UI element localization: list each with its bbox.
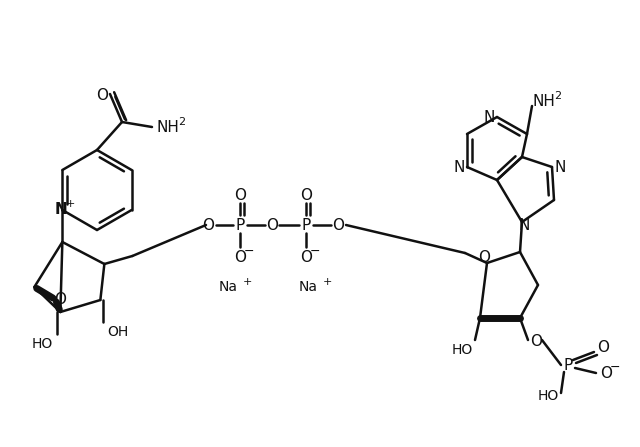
Text: +: +: [323, 277, 332, 287]
Text: N: N: [554, 160, 566, 174]
Text: NH: NH: [157, 119, 179, 135]
Text: O: O: [478, 250, 490, 266]
Text: O: O: [234, 187, 246, 202]
Text: −: −: [610, 360, 620, 374]
Text: O: O: [300, 187, 312, 202]
Text: O: O: [202, 218, 214, 232]
Text: HO: HO: [538, 389, 559, 403]
Text: N: N: [518, 219, 530, 233]
Text: N: N: [453, 160, 465, 174]
Text: P: P: [301, 218, 310, 232]
Text: −: −: [310, 245, 320, 257]
Text: HO: HO: [32, 337, 53, 351]
Text: −: −: [244, 245, 254, 257]
Text: N: N: [55, 202, 68, 218]
Text: O: O: [597, 340, 609, 354]
Text: O: O: [332, 218, 344, 232]
Text: O: O: [54, 292, 67, 307]
Text: O: O: [234, 249, 246, 265]
Text: P: P: [563, 358, 573, 372]
Text: HO: HO: [451, 343, 472, 357]
Text: O: O: [530, 334, 542, 350]
Text: Na: Na: [298, 280, 317, 294]
Text: O: O: [600, 366, 612, 380]
Text: +: +: [243, 277, 252, 287]
Text: NH: NH: [532, 93, 556, 109]
Text: O: O: [266, 218, 278, 232]
Text: Na: Na: [218, 280, 237, 294]
Text: P: P: [236, 218, 244, 232]
Text: +: +: [66, 199, 75, 209]
Text: O: O: [96, 89, 108, 104]
Text: 2: 2: [179, 117, 186, 127]
Text: OH: OH: [108, 325, 129, 339]
Text: O: O: [300, 249, 312, 265]
Text: 2: 2: [554, 91, 561, 101]
Text: N: N: [483, 110, 495, 125]
